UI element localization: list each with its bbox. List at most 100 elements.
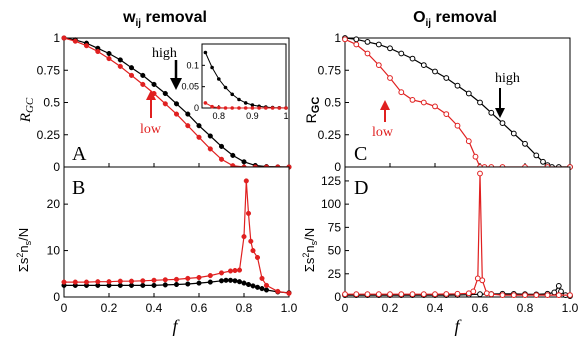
point-high-A [241,159,247,165]
point-high-C [540,158,546,165]
panel-frame-C [344,37,571,168]
point-low-A [61,35,67,41]
y-axis-label-A: RGC [18,97,36,123]
x-tick-label-D: 0.8 [517,301,534,315]
inset-point-high [230,92,234,97]
point-low-B [259,275,265,281]
point-high-A [162,90,168,97]
y-tick-label-B: 10 [47,244,61,258]
point-low-D [420,291,427,298]
inset-point-low [284,106,288,110]
point-high-A [207,133,213,139]
y-axis-label-C: RGC [303,97,322,124]
x-tick-label-B: 0 [61,301,68,315]
inset-x-tick-label: 0.9 [246,111,259,121]
point-low-D [470,288,477,295]
inset-point-high [243,101,248,105]
point-low-D [567,292,573,299]
point-high-A [117,57,123,63]
point-high-A [196,123,202,129]
inset-point-low [203,101,208,105]
inset-point-high [237,97,241,102]
point-low-A [106,56,112,62]
point-low-D [353,291,360,298]
point-high-B [173,281,180,288]
inset-point-high [203,50,208,55]
point-low-B [243,178,249,184]
point-low-D [522,292,528,299]
inset-point-high [223,85,228,90]
point-high-C [387,45,393,52]
point-low-A [207,146,213,152]
point-low-C [454,122,461,129]
point-high-C [477,99,483,106]
point-high-B [117,282,123,288]
inset-point-low [230,106,234,110]
point-low-A [173,111,180,117]
inset-x-tick-label: 0.8 [213,111,226,121]
point-high-C [465,90,472,97]
point-high-B [196,280,202,286]
point-low-D [409,291,416,298]
point-low-C [364,50,371,57]
point-high-C [499,120,506,126]
point-high-B [223,277,229,283]
point-low-B [236,267,243,273]
point-low-B [95,279,101,285]
point-low-A [95,48,101,55]
y-tick-label-B: 0 [53,290,60,304]
point-low-B [162,277,168,283]
point-high-B [128,282,135,288]
point-low-B [151,277,157,283]
point-low-D [454,290,461,297]
point-high-A [230,152,236,158]
point-low-D [479,277,486,284]
point-high-A [106,50,112,57]
annotation-low-A: low [140,122,162,137]
point-low-B [207,273,213,279]
point-low-D [443,291,450,297]
point-high-B [140,282,146,288]
x-tick-label-D: 1.0 [562,301,579,315]
point-high-A [128,65,135,71]
point-high-C [364,39,371,45]
point-low-B [227,268,234,274]
point-low-D [477,170,483,177]
x-tick-label-D: 0.2 [382,301,399,315]
y-tick-label-B: 20 [47,197,61,211]
inset-point-high [210,65,214,70]
panel-letter-A: A [72,143,87,165]
panel-letter-C: C [354,143,367,165]
point-high-A [140,72,146,78]
point-low-B [275,288,281,294]
point-high-A [173,101,180,107]
point-high-B [236,279,243,285]
point-low-B [232,267,238,274]
point-high-B [207,279,213,285]
y-tick-label-A: 0.75 [37,63,61,77]
point-low-C [387,75,393,81]
inset-point-low [270,106,275,110]
point-high-B [241,280,247,286]
point-high-C [353,36,360,43]
y-tick-label-D: 25 [328,267,342,281]
point-low-D [364,291,371,298]
inset-point-high [217,77,221,81]
y-tick-label-A: 0 [53,160,60,174]
inset-frame [201,43,287,109]
series-line-low-B [64,180,290,294]
point-high-B [185,281,191,287]
inset-point-low [210,104,214,109]
point-high-D [555,283,562,289]
point-high-A [185,111,191,117]
point-high-B [162,282,168,288]
inset-point-low [250,106,255,110]
point-high-C [533,152,540,159]
point-high-C [375,41,382,48]
point-low-A [185,123,191,129]
point-high-C [420,62,427,68]
inset-point-low [257,106,261,110]
point-low-B [106,279,112,285]
panel-C: 0 0.25 0.5 0.75 1 [318,31,573,174]
point-low-B [185,275,191,281]
